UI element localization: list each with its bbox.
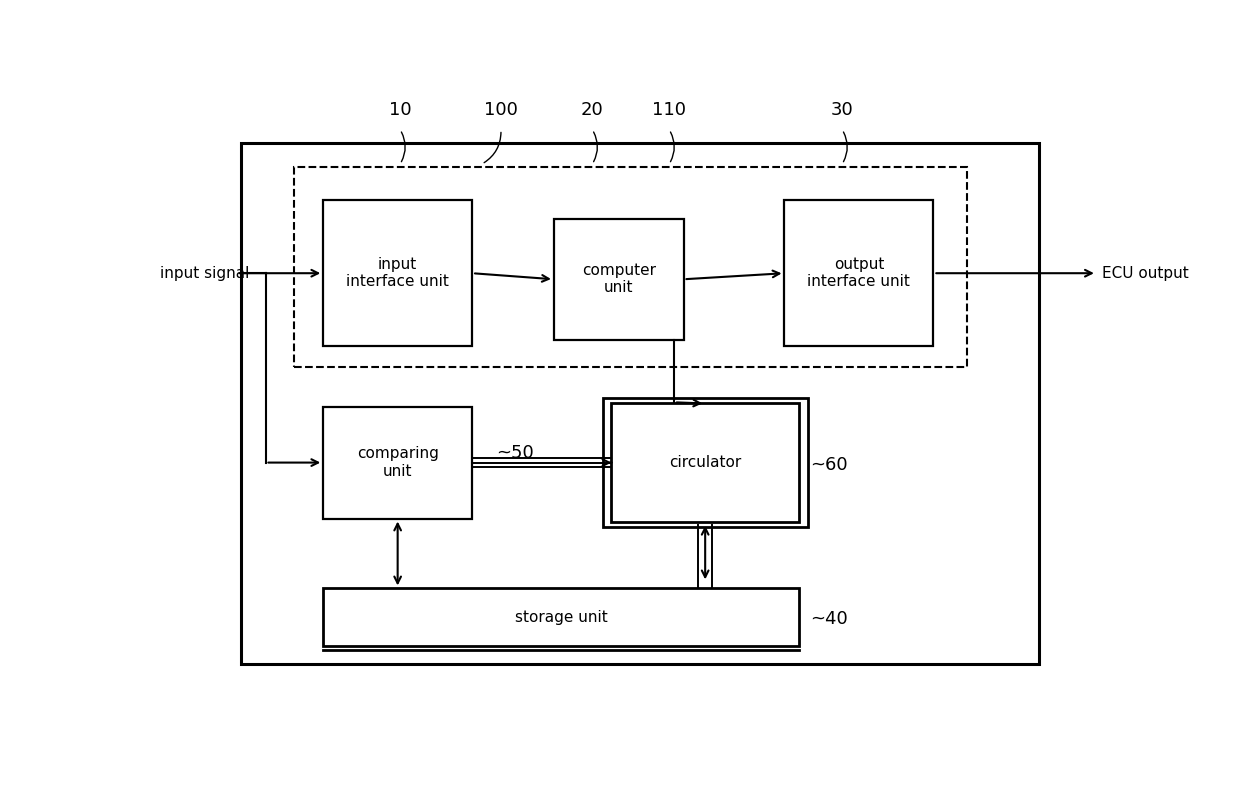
Text: 100: 100 — [484, 101, 518, 119]
Bar — [611, 404, 799, 522]
FancyArrowPatch shape — [484, 132, 501, 163]
Text: 30: 30 — [831, 101, 853, 119]
Text: comparing
unit: comparing unit — [357, 446, 439, 478]
Text: input
interface unit: input interface unit — [346, 257, 449, 290]
Text: ECU output: ECU output — [1101, 266, 1188, 281]
Bar — [785, 201, 934, 346]
Text: storage unit: storage unit — [515, 610, 608, 625]
Text: ~60: ~60 — [811, 456, 848, 475]
FancyArrowPatch shape — [594, 132, 598, 161]
Bar — [324, 589, 799, 646]
Text: circulator: circulator — [670, 455, 742, 470]
Text: 10: 10 — [389, 101, 412, 119]
FancyArrowPatch shape — [671, 132, 675, 161]
Text: output
interface unit: output interface unit — [807, 257, 910, 290]
Text: ~50: ~50 — [496, 444, 534, 462]
Text: 110: 110 — [652, 101, 686, 119]
Bar — [242, 143, 1039, 664]
FancyArrowPatch shape — [402, 132, 405, 161]
Bar — [324, 407, 472, 519]
Text: 20: 20 — [580, 101, 604, 119]
Bar — [603, 398, 807, 527]
Bar — [294, 167, 967, 367]
Bar — [324, 201, 472, 346]
FancyArrowPatch shape — [843, 132, 847, 161]
Bar — [554, 219, 683, 340]
Text: computer
unit: computer unit — [582, 263, 656, 295]
Text: input signal: input signal — [160, 266, 249, 281]
Text: ~40: ~40 — [811, 610, 848, 627]
